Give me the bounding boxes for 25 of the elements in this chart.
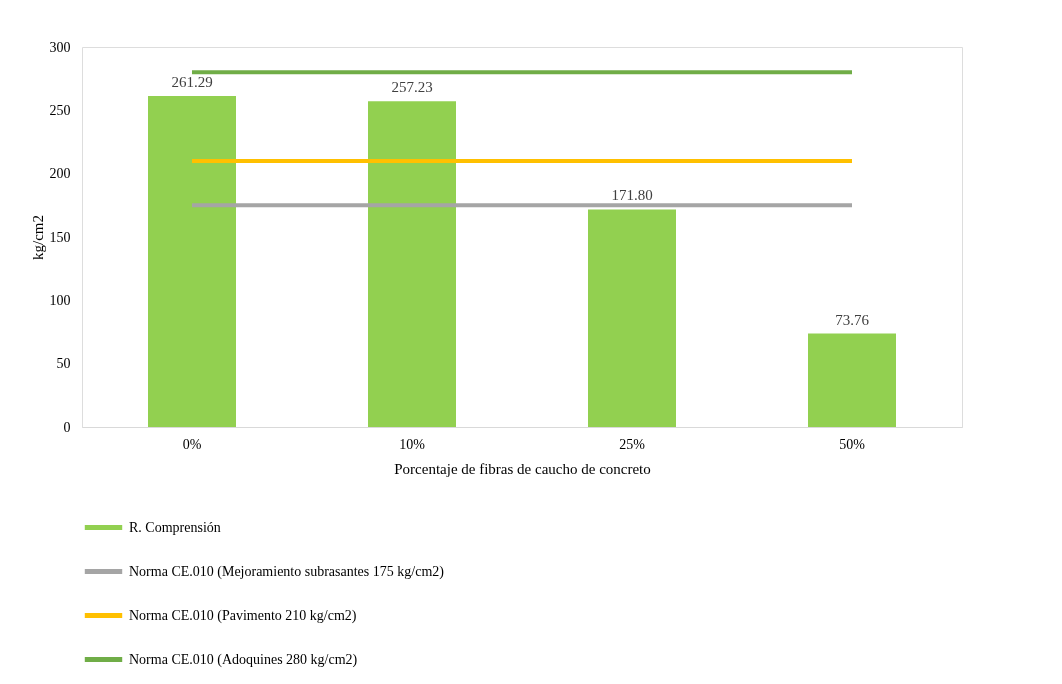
y-tick-label: 200: [49, 166, 71, 182]
legend-label: Norma CE.010 (Mejoramiento subrasantes 175 kg/cm2): [129, 563, 445, 580]
x-tick-label: 0%: [182, 436, 202, 452]
bar: [808, 333, 896, 427]
bar: [368, 101, 456, 427]
legend-label: Norma CE.010 (Pavimento 210 kg/cm2): [129, 607, 357, 624]
data-label: 257.23: [391, 79, 433, 96]
y-axis-title: kg/cm2: [29, 215, 46, 260]
y-tick-label: 300: [49, 39, 71, 55]
y-tick-label: 50: [56, 356, 71, 372]
x-tick-label: 25%: [619, 436, 646, 452]
legend-label: R. Comprensión: [129, 519, 221, 535]
x-tick-label: 10%: [399, 436, 426, 452]
bar: [588, 209, 676, 427]
y-tick-label: 150: [49, 229, 71, 245]
x-axis-title: Porcentaje de fibras de caucho de concreto: [394, 460, 651, 477]
data-label: 73.76: [835, 311, 870, 328]
x-tick-label: 50%: [839, 436, 866, 452]
data-label: 171.80: [611, 187, 653, 204]
bar: [148, 96, 236, 427]
legend-label: Norma CE.010 (Adoquines 280 kg/cm2): [129, 651, 358, 668]
y-tick-label: 100: [49, 292, 71, 308]
y-tick-label: 250: [49, 102, 71, 118]
y-tick-label: 0: [63, 419, 71, 435]
data-label: 261.29: [171, 74, 213, 91]
